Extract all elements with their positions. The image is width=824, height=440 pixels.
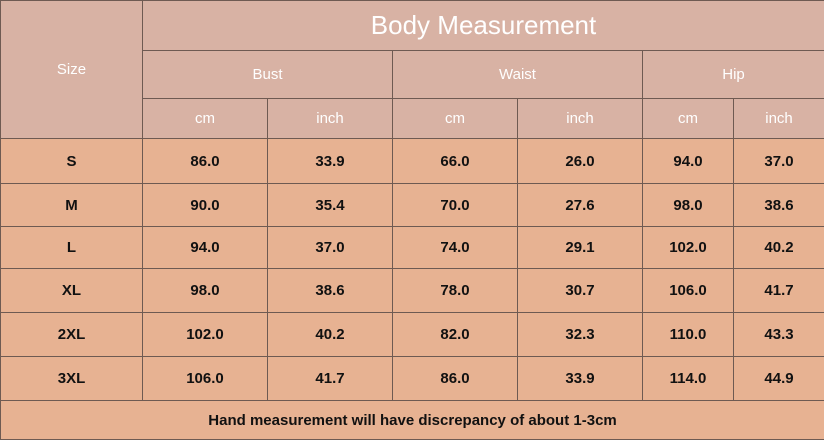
measurement: 38.6 — [734, 184, 824, 227]
measurement: 114.0 — [643, 357, 734, 401]
measurement: 40.2 — [734, 227, 824, 269]
measurement: 86.0 — [143, 139, 268, 184]
measurement: 37.0 — [734, 139, 824, 184]
size-label: L — [1, 227, 143, 269]
measurement: 29.1 — [518, 227, 643, 269]
measurement: 30.7 — [518, 269, 643, 313]
measurement: 110.0 — [643, 313, 734, 357]
size-label: XL — [1, 269, 143, 313]
size-label: S — [1, 139, 143, 184]
measurement: 74.0 — [393, 227, 518, 269]
size-label: M — [1, 184, 143, 227]
measurement: 32.3 — [518, 313, 643, 357]
measurement: 102.0 — [643, 227, 734, 269]
unit-header: inch — [268, 99, 393, 139]
measurement: 43.3 — [734, 313, 824, 357]
size-header: Size — [1, 1, 143, 139]
measurement: 41.7 — [734, 269, 824, 313]
measurement: 40.2 — [268, 313, 393, 357]
unit-header: cm — [143, 99, 268, 139]
group-header: Hip — [643, 51, 824, 99]
measurement: 86.0 — [393, 357, 518, 401]
measurement: 94.0 — [643, 139, 734, 184]
measurement: 26.0 — [518, 139, 643, 184]
unit-header: cm — [393, 99, 518, 139]
group-header: Waist — [393, 51, 643, 99]
measurement: 44.9 — [734, 357, 824, 401]
footnote-row: Hand measurement will have discrepancy o… — [1, 401, 824, 440]
measurement: 41.7 — [268, 357, 393, 401]
measurement: 78.0 — [393, 269, 518, 313]
size-label: 3XL — [1, 357, 143, 401]
measurement: 98.0 — [143, 269, 268, 313]
measurement: 33.9 — [518, 357, 643, 401]
measurement: 98.0 — [643, 184, 734, 227]
measurement: 102.0 — [143, 313, 268, 357]
measurement: 37.0 — [268, 227, 393, 269]
measurement: 90.0 — [143, 184, 268, 227]
measurement: 70.0 — [393, 184, 518, 227]
measurement: 82.0 — [393, 313, 518, 357]
measurement: 33.9 — [268, 139, 393, 184]
measurement: 38.6 — [268, 269, 393, 313]
footnote: Hand measurement will have discrepancy o… — [1, 401, 824, 440]
measurement: 106.0 — [643, 269, 734, 313]
unit-header: inch — [734, 99, 824, 139]
unit-header: cm — [643, 99, 734, 139]
measurement: 94.0 — [143, 227, 268, 269]
measurement: 35.4 — [268, 184, 393, 227]
measurement: 106.0 — [143, 357, 268, 401]
group-header: Bust — [143, 51, 393, 99]
table-title: Body Measurement — [143, 1, 824, 51]
measurement: 66.0 — [393, 139, 518, 184]
unit-header: inch — [518, 99, 643, 139]
measurement: 27.6 — [518, 184, 643, 227]
size-label: 2XL — [1, 313, 143, 357]
